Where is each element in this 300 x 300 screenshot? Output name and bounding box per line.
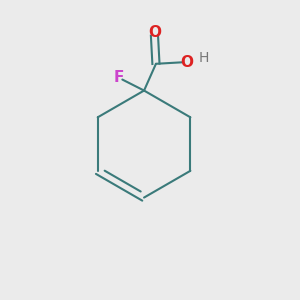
Text: O: O bbox=[148, 25, 161, 40]
Text: O: O bbox=[181, 55, 194, 70]
Text: H: H bbox=[198, 51, 209, 65]
Text: F: F bbox=[114, 70, 124, 85]
